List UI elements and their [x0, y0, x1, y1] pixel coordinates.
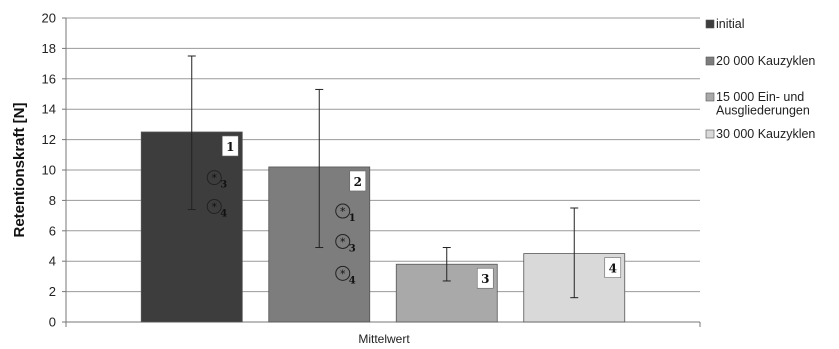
- significance-marker-subscript: 3: [349, 243, 356, 254]
- legend-label-3: 15 000 Ein- und: [716, 90, 804, 104]
- bar-number-box: [476, 267, 494, 289]
- asterisk-icon: *: [212, 200, 218, 213]
- y-tick-label: 8: [49, 193, 56, 208]
- legend-label-2: 20 000 Kauzyklen: [716, 54, 815, 68]
- bars: [140, 131, 626, 323]
- legend-label-1: initial: [716, 17, 745, 31]
- y-tick-label: 4: [49, 254, 56, 269]
- significance-marker-subscript: 1: [349, 213, 356, 224]
- significance-marker-circle: [335, 233, 351, 249]
- legend-label-3: Ausgliederungen: [716, 104, 810, 118]
- significance-marker-circle: [206, 198, 222, 214]
- y-axis-label: Retentionskraft [N]: [11, 102, 28, 237]
- asterisk-icon: *: [340, 205, 346, 218]
- significance-marker-circle: [335, 203, 351, 219]
- bar-annotations: 1*3*42*1*3*4 34: [206, 135, 622, 289]
- bar-number-box: [349, 170, 367, 192]
- y-tick-label: 14: [42, 102, 56, 117]
- legend: initial 20 000 Kauzyklen 15 000 Ein- undAu…: [705, 17, 815, 141]
- bar-number-label: 1: [226, 140, 234, 154]
- legend-swatch-3: [705, 92, 715, 102]
- legend-swatch-4: [705, 129, 715, 139]
- asterisk-icon: *: [340, 235, 346, 248]
- asterisk-icon: *: [340, 267, 346, 280]
- y-tick-label: 6: [49, 223, 56, 238]
- x-axis-label: Mittelwert: [358, 332, 410, 346]
- significance-marker-subscript: 4: [349, 275, 356, 286]
- bar-number-label: 2: [354, 175, 362, 189]
- bar-number-box: [604, 257, 622, 278]
- y-tick-label: 16: [42, 71, 56, 86]
- significance-marker-circle: [206, 170, 222, 186]
- bar-number-label: 4: [609, 262, 617, 276]
- y-tick-label: 10: [42, 163, 56, 178]
- y-tick-label: 20: [42, 11, 56, 26]
- bar-number-label: 3: [481, 272, 489, 286]
- legend-swatch-2: [705, 56, 715, 66]
- error-bars: [187, 55, 579, 299]
- y-tick-label: 12: [42, 132, 56, 147]
- y-tick-label: 18: [42, 41, 56, 56]
- significance-marker-circle: [335, 265, 351, 281]
- y-tick-label: 2: [49, 284, 56, 299]
- bar-number-box: [221, 135, 239, 157]
- legend-swatch-1: [705, 19, 715, 29]
- significance-marker-subscript: 3: [220, 180, 227, 191]
- legend-label-4: 30 000 Kauzyklen: [716, 127, 815, 141]
- y-tick-label: 0: [49, 315, 56, 330]
- asterisk-icon: *: [212, 172, 218, 185]
- significance-marker-subscript: 4: [220, 208, 227, 219]
